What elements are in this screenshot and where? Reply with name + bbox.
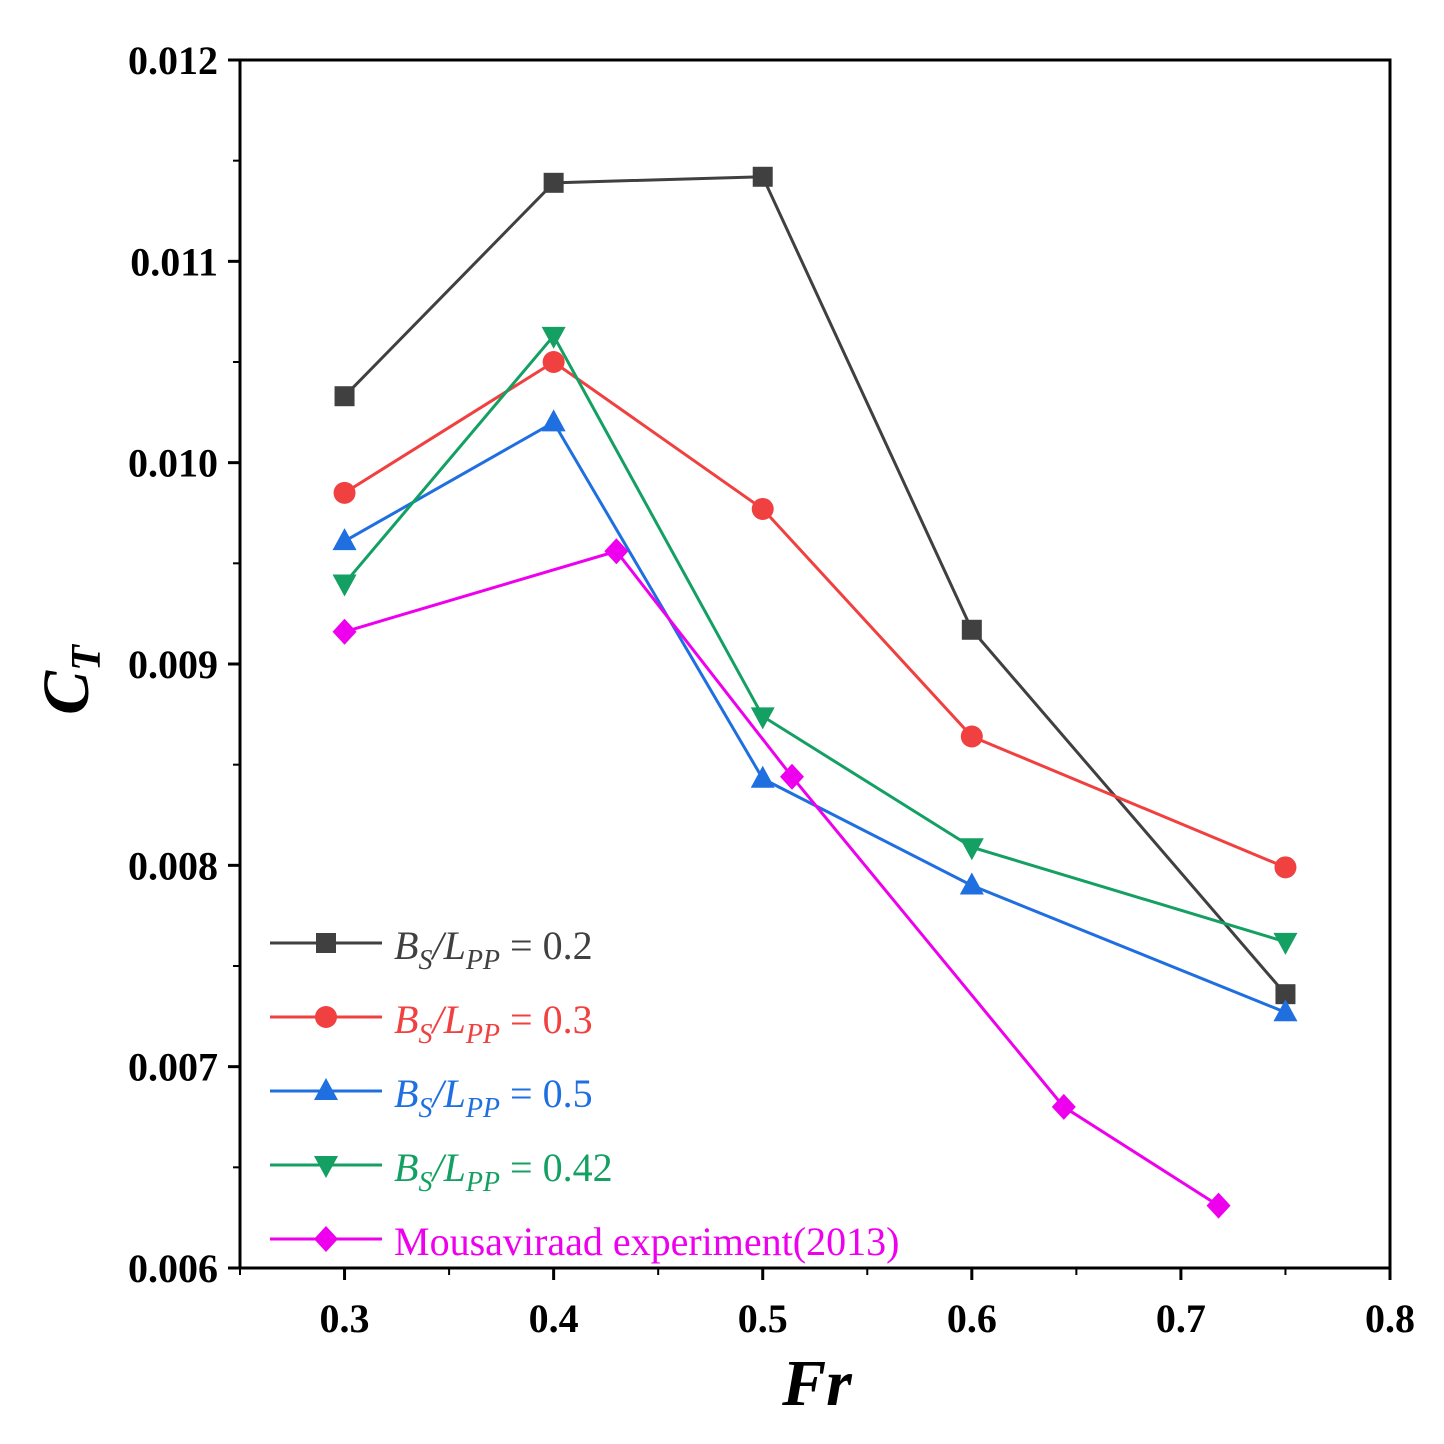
legend-label: Mousaviraad experiment(2013) <box>394 1219 899 1264</box>
series-1 <box>334 166 1296 1005</box>
x-tick-label: 0.8 <box>1365 1296 1415 1341</box>
y-tick-label: 0.008 <box>128 843 218 888</box>
x-tick-label: 0.6 <box>947 1296 997 1341</box>
data-point <box>543 172 564 193</box>
legend-item: BS/LPP = 0.42 <box>270 1145 613 1198</box>
legend-label-value: = 0.3 <box>500 997 593 1042</box>
y-axis-title-main: C <box>30 670 103 715</box>
legend-label-l: L <box>443 923 466 968</box>
series-line <box>343 420 1287 1014</box>
series-line <box>343 333 1286 944</box>
y-tick-label: 0.009 <box>128 642 218 687</box>
data-point <box>332 528 357 551</box>
legend-label-slash: / <box>430 923 447 968</box>
legend-label-l-sub: PP <box>465 1093 500 1124</box>
data-point <box>750 707 775 730</box>
data-point <box>541 409 566 432</box>
data-point <box>752 166 773 187</box>
data-point <box>1273 932 1298 955</box>
data-point <box>750 765 775 788</box>
y-tick-label: 0.007 <box>128 1045 218 1090</box>
data-point <box>334 386 355 407</box>
legend-label-b: B <box>394 1071 418 1116</box>
legend-marker <box>316 933 336 953</box>
data-point <box>333 481 356 504</box>
legend-label: BS/LPP = 0.42 <box>394 1145 613 1198</box>
data-point <box>1274 856 1297 879</box>
data-point <box>542 351 565 373</box>
axes-layer: 0.3 0.4 0.5 0.6 0.7 0.8 0.006 0.007 0.008 0.009 0.… <box>128 38 1415 1341</box>
data-point <box>1051 1093 1076 1120</box>
data-point <box>332 618 357 645</box>
legend-label-b-sub: S <box>418 945 432 976</box>
legend-item: BS/LPP = 0.3 <box>270 997 593 1050</box>
y-tick-label: 0.010 <box>128 441 218 486</box>
data-point <box>604 538 629 565</box>
data-point <box>541 326 566 349</box>
legend-label-slash: / <box>430 1145 447 1190</box>
legend-marker <box>314 1078 338 1100</box>
series-2 <box>333 351 1297 879</box>
x-tick-label: 0.5 <box>738 1296 788 1341</box>
data-point <box>960 725 983 748</box>
legend-marker <box>314 1226 338 1252</box>
data-point <box>1206 1192 1231 1219</box>
series-line <box>343 175 1287 996</box>
legend-marker <box>314 1156 338 1178</box>
legend-label-slash: / <box>430 997 447 1042</box>
y-axis-title-sub: T <box>64 643 110 671</box>
legend: BS/LPP = 0.2BS/LPP = 0.3BS/LPP = 0.5BS/L… <box>270 923 899 1264</box>
legend-label-l: L <box>443 997 466 1042</box>
x-axis-title: Fr <box>781 1347 853 1420</box>
legend-label-b: B <box>394 997 418 1042</box>
legend-label-l-sub: PP <box>465 1167 500 1198</box>
legend-label-l: L <box>443 1145 466 1190</box>
legend-label-b-sub: S <box>418 1093 432 1124</box>
series-5 <box>332 538 1231 1219</box>
legend-label-value: = 0.2 <box>500 923 593 968</box>
legend-label-l: L <box>443 1071 466 1116</box>
x-tick-label: 0.7 <box>1156 1296 1206 1341</box>
legend-label: BS/LPP = 0.3 <box>394 997 593 1050</box>
legend-label-b: B <box>394 1145 418 1190</box>
legend-label-b: B <box>394 923 418 968</box>
data-point <box>751 497 774 520</box>
series-4 <box>332 326 1298 955</box>
legend-marker <box>315 1006 337 1028</box>
data-point <box>780 763 804 790</box>
legend-label-slash: / <box>430 1071 447 1116</box>
legend-label-b-sub: S <box>418 1167 432 1198</box>
y-tick-label: 0.006 <box>128 1246 218 1291</box>
legend-item: BS/LPP = 0.2 <box>270 923 593 976</box>
data-point <box>332 574 357 597</box>
data-point <box>961 619 982 640</box>
x-tick-label: 0.3 <box>320 1296 370 1341</box>
legend-label: BS/LPP = 0.2 <box>394 923 593 976</box>
legend-label-l-sub: PP <box>465 1019 500 1050</box>
legend-item: Mousaviraad experiment(2013) <box>270 1219 899 1264</box>
legend-label-b-sub: S <box>418 1019 432 1050</box>
legend-label-l-sub: PP <box>465 945 500 976</box>
legend-item: BS/LPP = 0.5 <box>270 1071 593 1124</box>
data-point <box>1275 984 1296 1005</box>
y-tick-label: 0.012 <box>128 38 218 83</box>
series-layer <box>332 166 1298 1219</box>
data-point <box>959 872 984 895</box>
series-line <box>343 360 1287 869</box>
y-tick-label: 0.011 <box>130 239 218 284</box>
data-point <box>1273 999 1298 1022</box>
series-3 <box>332 409 1298 1022</box>
y-axis-title: CT <box>30 643 110 715</box>
legend-label-value: = 0.42 <box>500 1145 613 1190</box>
data-point <box>959 838 984 861</box>
legend-label: BS/LPP = 0.5 <box>394 1071 593 1124</box>
legend-label-value: = 0.5 <box>500 1071 593 1116</box>
x-tick-label: 0.4 <box>529 1296 579 1341</box>
